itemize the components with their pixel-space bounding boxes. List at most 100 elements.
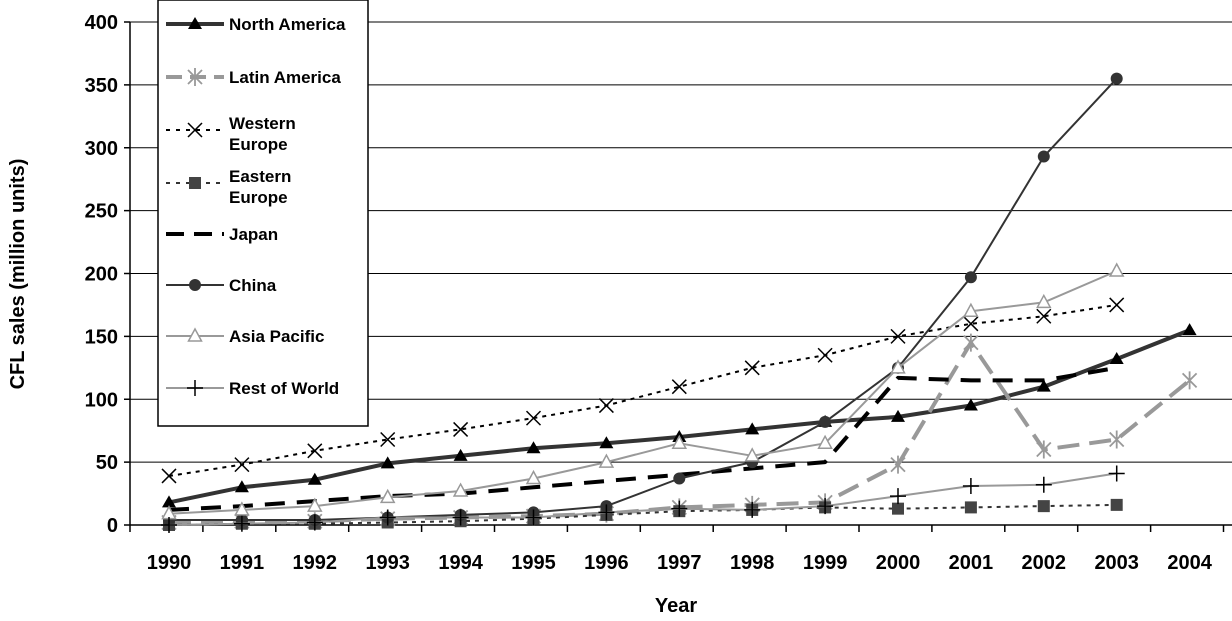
point-north-america-1998 — [745, 422, 760, 435]
point-asia-pacific-1996 — [598, 453, 615, 468]
point-north-america-1991 — [234, 480, 249, 493]
legend-label-asia-pacific: Asia Pacific — [229, 327, 324, 346]
x-tick-1996: 1996 — [584, 552, 629, 574]
legend-marker-china — [189, 279, 201, 291]
legend-marker-rest-of-world — [187, 380, 203, 396]
legend-item-north-america: North America — [166, 15, 346, 34]
x-tick-1997: 1997 — [657, 552, 702, 574]
point-north-america-1993 — [380, 456, 395, 469]
point-asia-pacific-1994 — [452, 482, 469, 497]
point-north-america-2000 — [891, 409, 905, 422]
point-asia-pacific-1991 — [234, 501, 250, 516]
point-rest-of-world-1999 — [817, 498, 834, 515]
legend-item-rest-of-world: Rest of World — [166, 379, 339, 398]
point-western-europe-1996 — [598, 398, 614, 414]
y-tick-labels: 0 50 100 150 200 250 300 350 400 — [85, 12, 118, 537]
point-western-europe-1997 — [671, 379, 687, 395]
line-china — [169, 77, 1118, 521]
point-latin-america-2004 — [1181, 371, 1198, 390]
point-asia-pacific-1993 — [379, 488, 396, 504]
legend-label-western-europe: Western Europe — [229, 114, 296, 154]
point-china-2002 — [1037, 150, 1050, 163]
point-rest-of-world-1998 — [744, 501, 761, 518]
x-tick-1991: 1991 — [220, 552, 265, 574]
point-rest-of-world-1995 — [525, 509, 542, 526]
x-tick-2002: 2002 — [1022, 552, 1067, 574]
legend-marker-eastern-europe — [189, 177, 201, 189]
point-north-america-2002 — [1036, 379, 1051, 392]
x-tick-1990: 1990 — [147, 552, 192, 574]
legend-box — [157, 0, 369, 427]
point-western-europe-1998 — [744, 360, 760, 376]
point-western-europe-2001 — [963, 316, 979, 332]
legend-item-china: China — [166, 276, 277, 295]
point-north-america-1992 — [307, 472, 322, 485]
x-tick-1993: 1993 — [365, 552, 410, 574]
series-rest-of-world — [161, 465, 1125, 533]
legend-marker-north-america — [188, 17, 202, 29]
point-china-1999 — [819, 415, 832, 428]
x-tick-2000: 2000 — [876, 552, 921, 574]
line-rest-of-world — [168, 472, 1117, 526]
point-asia-pacific-1998 — [744, 447, 760, 462]
legend-item-japan: Japan — [166, 225, 278, 244]
point-asia-pacific-1997 — [671, 434, 688, 450]
point-western-europe-1994 — [453, 421, 469, 437]
point-china-2001 — [964, 271, 977, 284]
y-tick-50: 50 — [96, 452, 118, 474]
point-rest-of-world-1994 — [452, 509, 469, 526]
series-western-europe — [161, 297, 1125, 484]
legend-item-western-europe: Western Europe — [166, 114, 296, 154]
legend-marker-asia-pacific — [187, 327, 203, 342]
point-north-america-1994 — [453, 448, 468, 461]
point-asia-pacific-1992 — [307, 497, 323, 512]
legend-label-eastern-europe: Eastern Europe — [229, 167, 291, 207]
point-rest-of-world-2003 — [1108, 465, 1125, 482]
x-tick-1995: 1995 — [511, 552, 556, 574]
series-eastern-europe — [163, 498, 1123, 531]
point-latin-america-2001 — [963, 333, 979, 352]
y-tick-150: 150 — [85, 326, 118, 348]
point-north-america-2004 — [1182, 323, 1197, 336]
point-western-europe-2000 — [890, 328, 906, 344]
legend-label-japan: Japan — [229, 225, 278, 244]
x-tick-1992: 1992 — [293, 552, 338, 574]
legend-marker-western-europe — [187, 122, 203, 138]
point-rest-of-world-1990 — [161, 517, 177, 533]
point-rest-of-world-1993 — [379, 509, 396, 526]
point-north-america-2003 — [1109, 352, 1124, 365]
point-western-europe-1999 — [817, 347, 833, 363]
x-axis-title: Year — [655, 595, 697, 617]
x-tick-2003: 2003 — [1094, 552, 1139, 574]
point-eastern-europe-2001 — [964, 501, 977, 514]
x-tick-1998: 1998 — [730, 552, 775, 574]
legend-label-north-america: North America — [229, 15, 346, 34]
y-tick-100: 100 — [85, 389, 118, 411]
point-eastern-europe-2002 — [1037, 500, 1050, 513]
point-china-1997 — [673, 472, 686, 485]
point-north-america-1995 — [526, 441, 541, 454]
point-western-europe-1991 — [234, 457, 250, 473]
line-asia-pacific — [168, 270, 1118, 515]
point-asia-pacific-2000 — [890, 359, 906, 374]
point-latin-america-2002 — [1036, 440, 1052, 459]
point-rest-of-world-1991 — [233, 515, 250, 532]
point-rest-of-world-1992 — [306, 514, 323, 531]
line-western-europe — [168, 303, 1117, 477]
point-rest-of-world-2001 — [962, 478, 979, 495]
legend-label-rest-of-world: Rest of World — [229, 379, 339, 398]
y-tick-250: 250 — [85, 201, 118, 223]
y-axis-title: CFL sales (million units) — [7, 159, 29, 390]
series-asia-pacific — [161, 262, 1125, 520]
y-tick-300: 300 — [85, 138, 118, 160]
point-asia-pacific-1995 — [525, 469, 542, 485]
legend-item-eastern-europe: Eastern Europe — [166, 167, 291, 207]
point-western-europe-1995 — [525, 410, 542, 426]
legend-marker-latin-america — [187, 68, 203, 86]
point-rest-of-world-1996 — [598, 504, 615, 521]
point-asia-pacific-2001 — [963, 302, 979, 317]
point-western-europe-2003 — [1109, 297, 1125, 313]
point-western-europe-2002 — [1036, 308, 1052, 324]
point-asia-pacific-2002 — [1036, 293, 1052, 309]
